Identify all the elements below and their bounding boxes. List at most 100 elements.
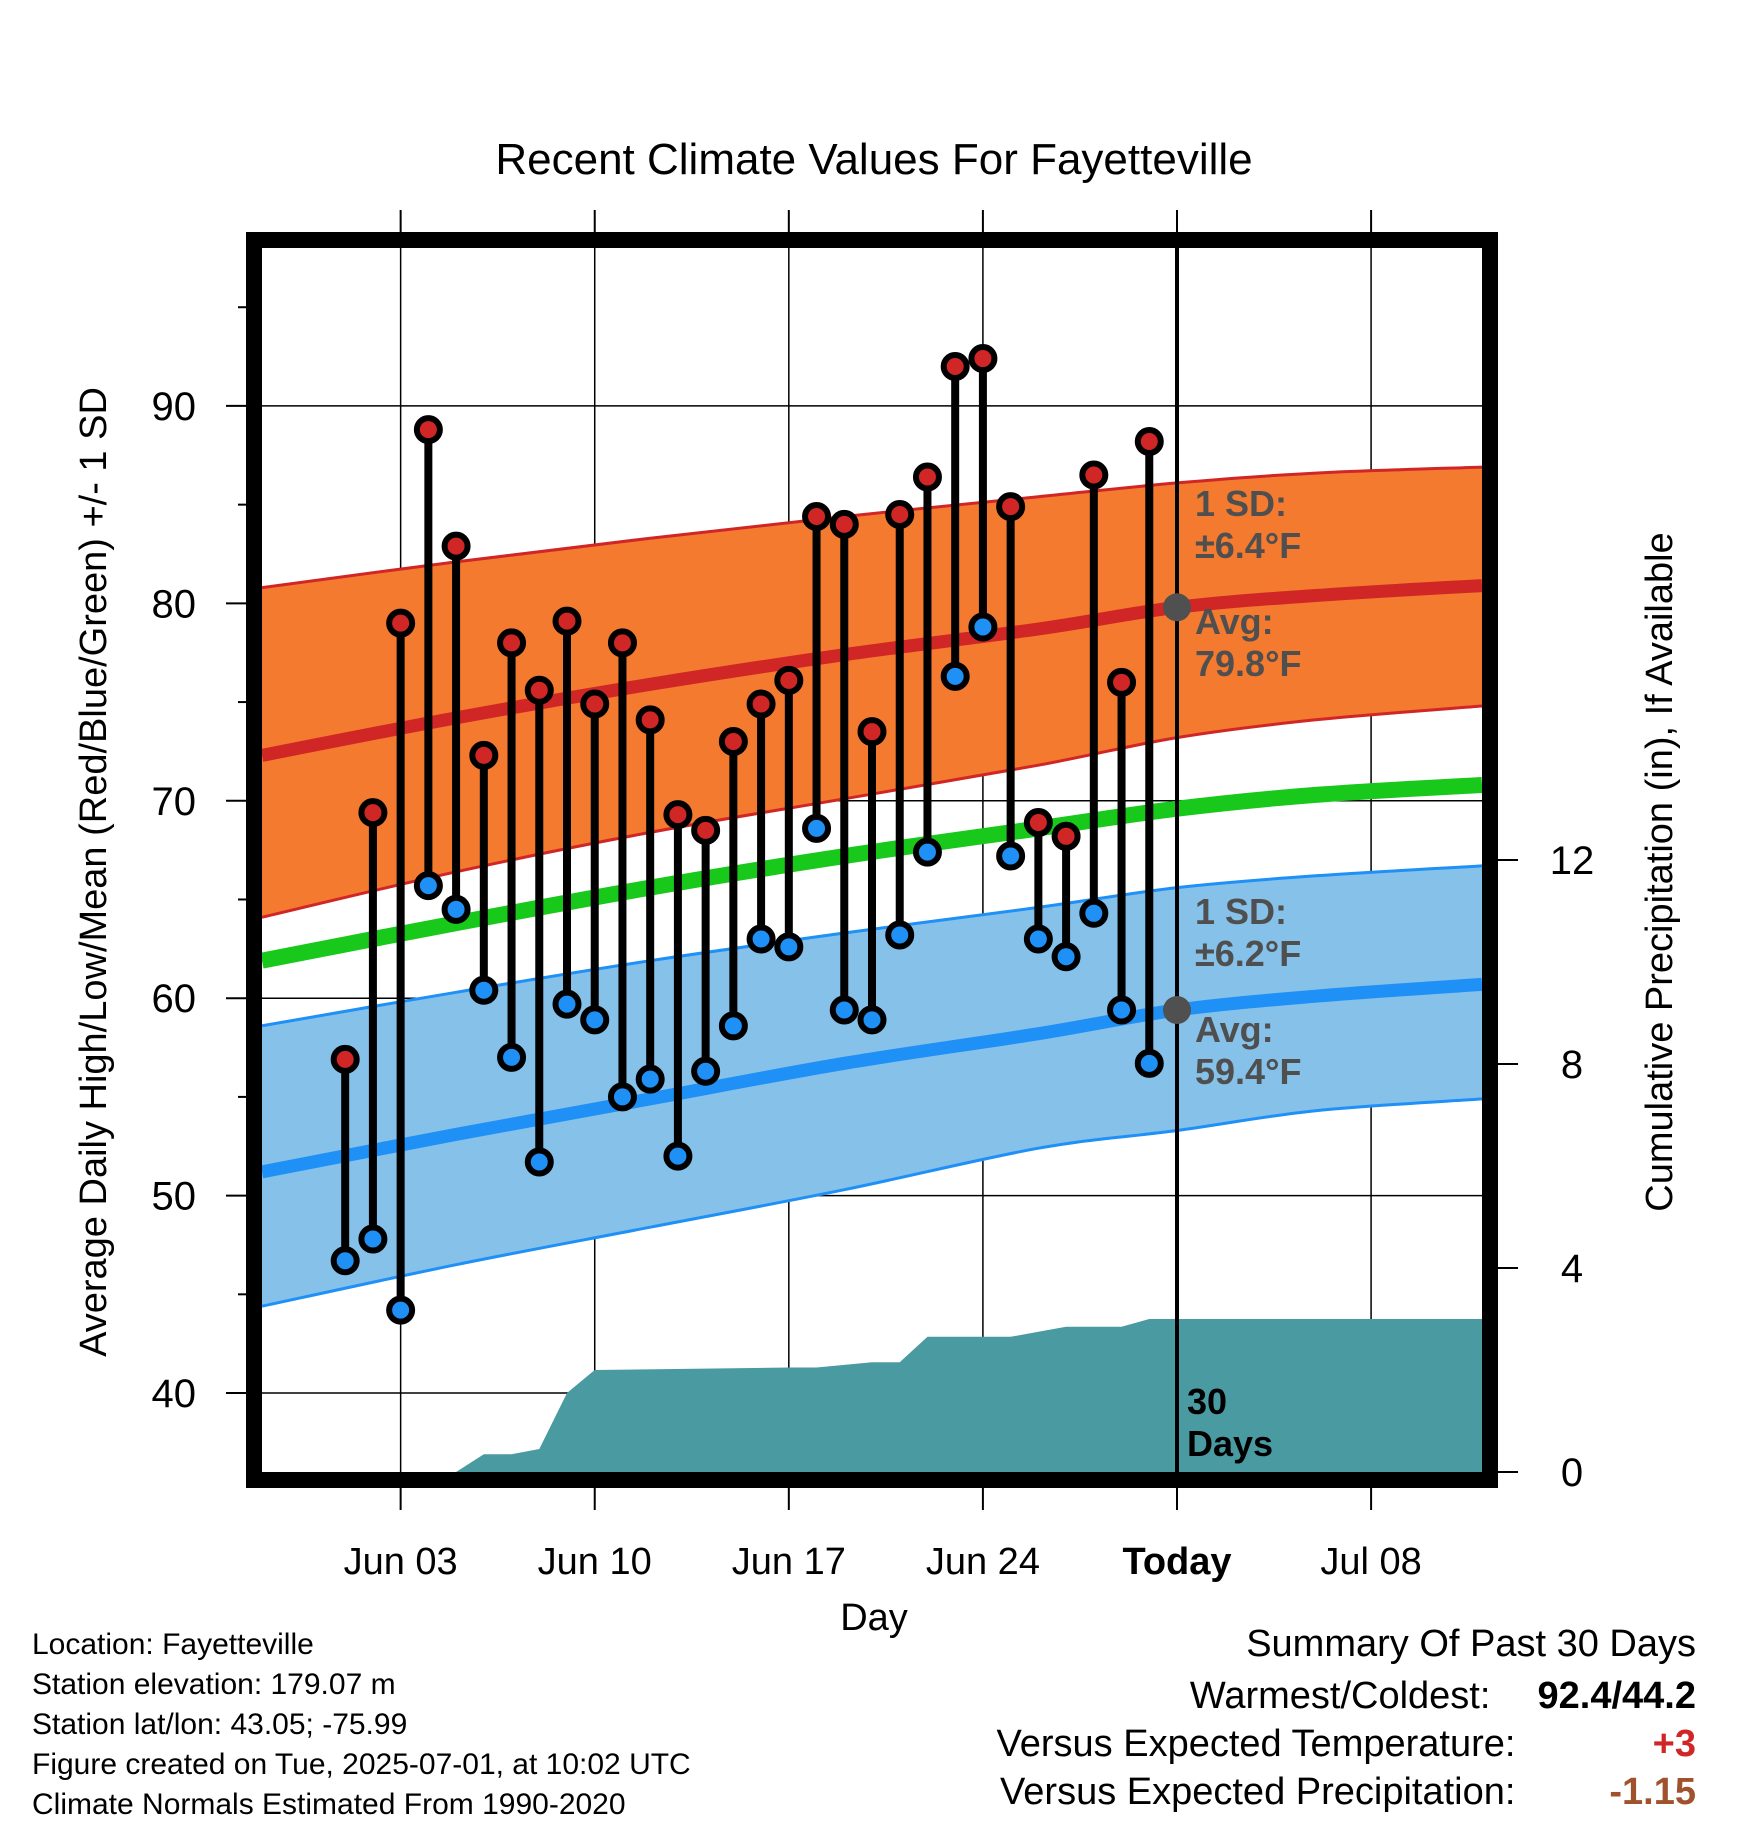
- daily-high-point: [1107, 667, 1137, 697]
- daily-high-point: [746, 689, 776, 719]
- high-avg-value: 79.8°F: [1195, 643, 1301, 684]
- temp-anomaly-label: Versus Expected Temperature:: [996, 1723, 1516, 1765]
- daily-low-point: [829, 995, 859, 1025]
- y-tick-label: 90: [152, 385, 197, 429]
- warmest-coldest-value: 92.4/44.2: [1537, 1675, 1696, 1717]
- daily-low-point: [996, 841, 1026, 871]
- y-tick-label: 60: [152, 977, 197, 1021]
- y-tick-label: 40: [152, 1372, 197, 1416]
- daily-low-point: [635, 1064, 665, 1094]
- summary-title: Summary Of Past 30 Days: [1246, 1623, 1696, 1665]
- info-elevation: Station elevation: 179.07 m: [32, 1668, 396, 1701]
- x-tick-label: Jun 03: [344, 1541, 458, 1583]
- low-sd-lower-edge: [262, 1097, 1482, 1308]
- info-location: Location: Fayetteville: [32, 1628, 314, 1661]
- daily-high-point: [497, 628, 527, 658]
- daily-low-point: [580, 1005, 610, 1035]
- x-tick-label: Jul 08: [1320, 1541, 1421, 1583]
- daily-high-point: [691, 815, 721, 845]
- daily-high-point: [663, 800, 693, 830]
- daily-low-point: [968, 612, 998, 642]
- daily-high-point: [330, 1044, 360, 1074]
- info-latlon: Station lat/lon: 43.05; -75.99: [32, 1708, 408, 1741]
- high-sd-value: ±6.4°F: [1195, 525, 1301, 566]
- daily-low-point: [802, 813, 832, 843]
- y2-tick-label: 8: [1561, 1043, 1583, 1087]
- summary-panel: Summary Of Past 30 Days Warmest/Coldest:…: [997, 1620, 1696, 1816]
- daily-high-point: [802, 501, 832, 531]
- x-tick-label: Jun 24: [926, 1541, 1040, 1583]
- daily-low-point: [607, 1082, 637, 1112]
- low-sd-label: 1 SD:: [1195, 891, 1287, 932]
- daily-low-point: [524, 1147, 554, 1177]
- y2-axis-label: Cumulative Precipitation (in), If Availa…: [1639, 532, 1681, 1211]
- daily-low-point: [912, 837, 942, 867]
- daily-low-point: [857, 1005, 887, 1035]
- chart-title: Recent Climate Values For Fayetteville: [495, 135, 1252, 184]
- daily-low-point: [552, 989, 582, 1019]
- daily-low-point: [358, 1224, 388, 1254]
- daily-low-point: [413, 871, 443, 901]
- daily-high-point: [441, 531, 471, 561]
- daily-low-point: [330, 1246, 360, 1276]
- daily-low-point: [1079, 898, 1109, 928]
- daily-high-point: [635, 705, 665, 735]
- daily-low-point: [1051, 942, 1081, 972]
- window-days-number: 30: [1187, 1381, 1227, 1422]
- daily-low-point: [885, 920, 915, 950]
- precip-anomaly-label: Versus Expected Precipitation:: [1000, 1771, 1516, 1813]
- precip-area: [456, 1319, 1482, 1472]
- info-created: Figure created on Tue, 2025-07-01, at 10…: [32, 1748, 691, 1781]
- low-avg-label: Avg:: [1195, 1009, 1274, 1050]
- daily-high-point: [885, 500, 915, 530]
- daily-low-point: [940, 661, 970, 691]
- daily-high-point: [1079, 460, 1109, 490]
- normal-low-line: [262, 977, 1482, 1179]
- y2-tick-label: 4: [1561, 1247, 1583, 1291]
- high-avg-label: Avg:: [1195, 601, 1274, 642]
- low-sd-value: ±6.2°F: [1195, 933, 1301, 974]
- daily-high-point: [1051, 821, 1081, 851]
- daily-low-point: [386, 1295, 416, 1325]
- window-days-unit: Days: [1187, 1423, 1273, 1464]
- daily-low-point: [469, 975, 499, 1005]
- daily-high-point: [940, 351, 970, 381]
- daily-low-point: [718, 1011, 748, 1041]
- daily-high-point: [1134, 426, 1164, 456]
- y-tick-label: 50: [152, 1175, 197, 1219]
- daily-high-point: [552, 606, 582, 636]
- low-sd-upper-edge: [262, 864, 1482, 1028]
- today-normal-high-marker: [1163, 593, 1191, 622]
- daily-low-point: [441, 894, 471, 924]
- info-normals: Climate Normals Estimated From 1990-2020: [32, 1788, 626, 1821]
- normal-high-line: [262, 579, 1482, 762]
- daily-high-point: [524, 675, 554, 705]
- daily-low-point: [691, 1056, 721, 1086]
- daily-high-point: [996, 492, 1026, 522]
- daily-low-point: [1134, 1048, 1164, 1078]
- daily-high-point: [358, 798, 388, 828]
- daily-low-point: [746, 924, 776, 954]
- daily-low-point: [663, 1141, 693, 1171]
- plot-frame: [246, 232, 1498, 1488]
- x-tick-label: Jun 17: [732, 1541, 846, 1583]
- station-info: Location: Fayetteville Station elevation…: [32, 1628, 691, 1822]
- daily-low-point: [774, 932, 804, 962]
- x-tick-label: Today: [1122, 1541, 1231, 1583]
- y-axis-label: Average Daily High/Low/Mean (Red/Blue/Gr…: [73, 387, 115, 1357]
- temp-anomaly-value: +3: [1652, 1723, 1696, 1765]
- daily-low-point: [497, 1042, 527, 1072]
- daily-high-point: [413, 415, 443, 445]
- daily-high-point: [469, 740, 499, 770]
- daily-high-point: [774, 665, 804, 695]
- y2-tick-label: 0: [1561, 1451, 1583, 1495]
- daily-high-point: [912, 462, 942, 492]
- warmest-coldest-label: Warmest/Coldest:: [1189, 1675, 1491, 1717]
- low-avg-value: 59.4°F: [1195, 1051, 1301, 1092]
- high-sd-lower-edge: [262, 704, 1482, 919]
- daily-high-point: [718, 727, 748, 757]
- daily-high-point: [386, 608, 416, 638]
- daily-high-point: [580, 689, 610, 719]
- daily-low-point: [1023, 924, 1053, 954]
